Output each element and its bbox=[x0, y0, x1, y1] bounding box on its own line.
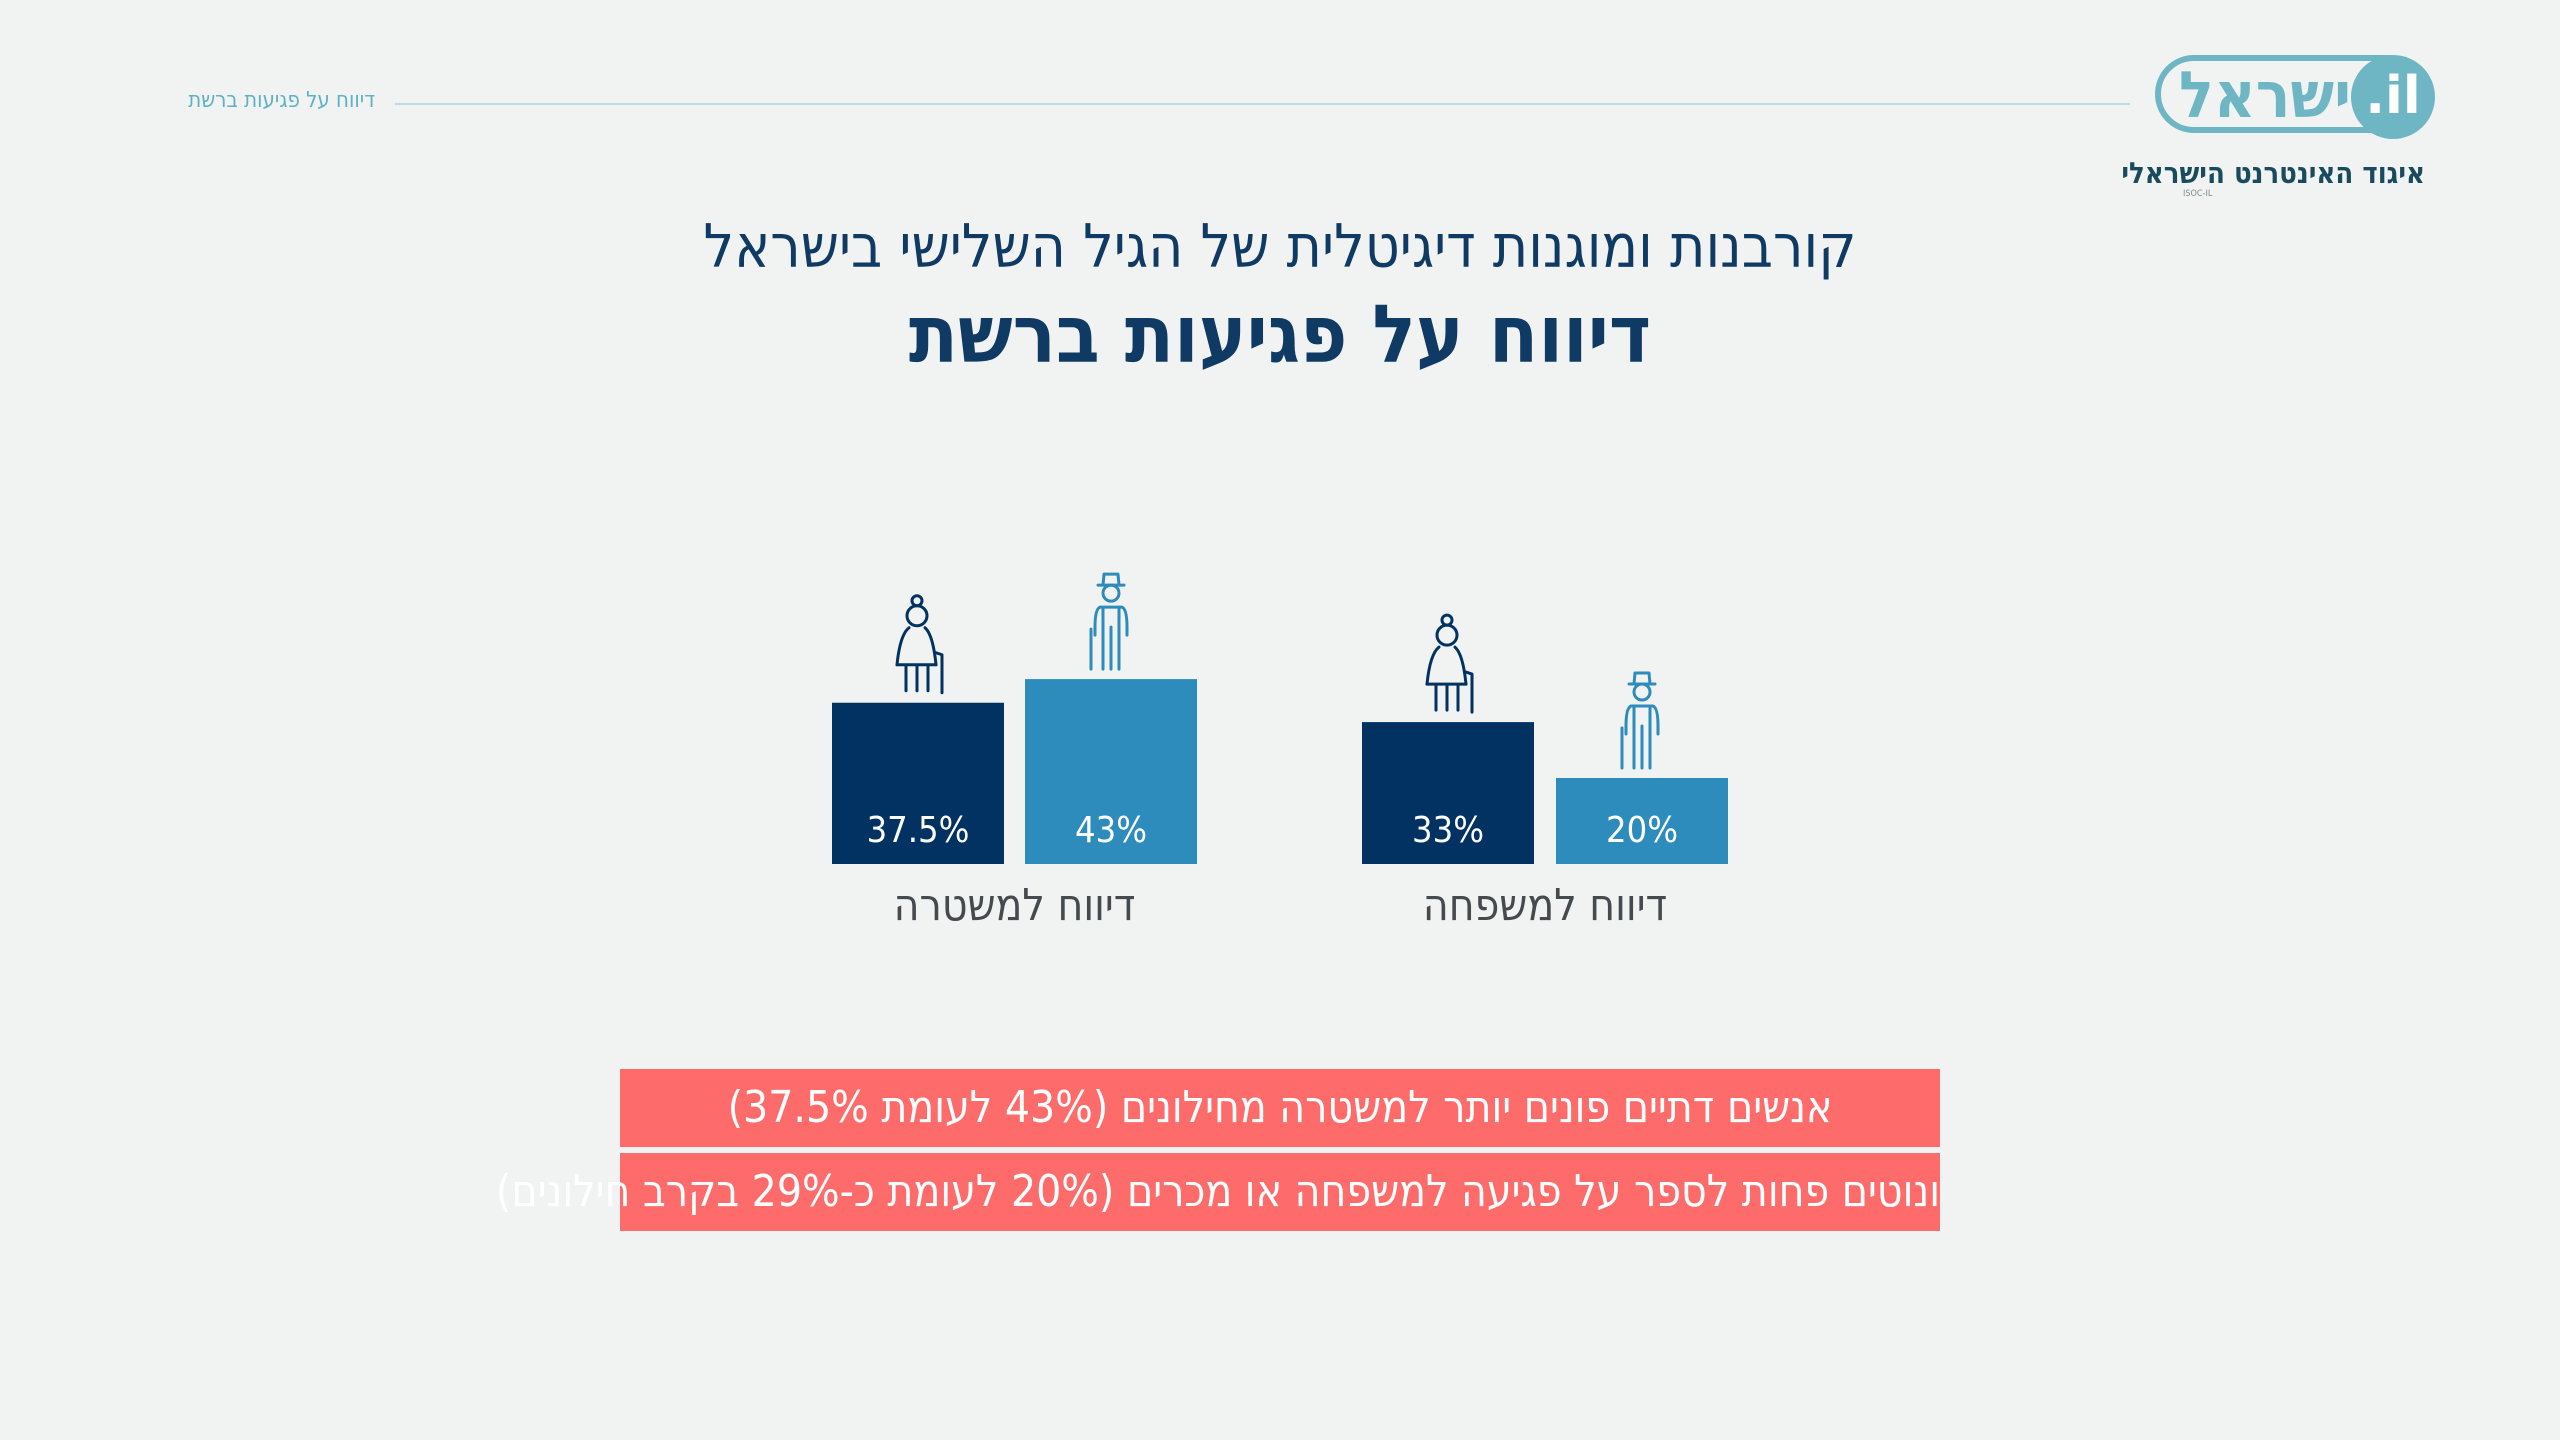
bar-value-label: 37.5% bbox=[867, 810, 970, 851]
finding-banner-2: ונוטים פחות לספר על פגיעה למשפחה או מכרי… bbox=[496, 1153, 1940, 1231]
header-label: דיווח על פגיעות ברשת bbox=[188, 88, 375, 113]
bar-value-label: 33% bbox=[1412, 810, 1484, 851]
bar-value-label: 20% bbox=[1606, 810, 1678, 851]
bar-dark-2 bbox=[1362, 722, 1534, 864]
page-subtitle: קורבנות ומוגנות דיגיטלית של הגיל השלישי … bbox=[703, 212, 1857, 282]
logo-subtitle: איגוד האינטרנט הישראלי bbox=[2121, 156, 2425, 190]
finding-banner-1: אנשים דתיים פונים יותר למשטרה מחילונים (… bbox=[620, 1069, 1940, 1147]
category-label: דיווח למשפחה bbox=[1423, 880, 1667, 931]
isoc-logo[interactable]: ישראל .il איגוד האינטרנט הישראלי ISOC-IL bbox=[2121, 52, 2440, 200]
elderly-woman-icon bbox=[1425, 613, 1474, 714]
logo-domain-badge: .il bbox=[2351, 55, 2435, 139]
elderly-woman-icon bbox=[895, 594, 944, 695]
bar-light-1 bbox=[1025, 679, 1197, 864]
page-title: דיווח על פגיעות ברשת bbox=[908, 288, 1652, 381]
logo-tiny-text: ISOC-IL bbox=[2183, 189, 2213, 199]
bar-dark-1 bbox=[832, 702, 1004, 864]
category-label: דיווח למשטרה bbox=[894, 880, 1136, 931]
bar-light-2 bbox=[1556, 778, 1728, 864]
logo-word: ישראל bbox=[2179, 59, 2351, 133]
bar-value-label: 43% bbox=[1075, 810, 1147, 851]
elderly-man-icon bbox=[1620, 671, 1660, 770]
header-divider bbox=[395, 103, 2130, 105]
elderly-man-icon bbox=[1089, 572, 1129, 671]
